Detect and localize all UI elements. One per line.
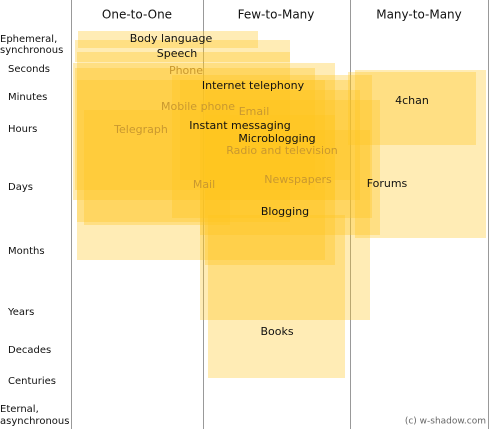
item-label: Phone xyxy=(169,64,203,77)
item-area xyxy=(200,100,380,235)
credit: (c) w-shadow.com xyxy=(405,417,486,427)
item-label: Microblogging xyxy=(238,132,315,145)
item-label: Instant messaging xyxy=(189,119,290,132)
row-label: synchronous xyxy=(0,45,63,56)
column-header: Few-to-Many xyxy=(238,8,315,22)
row-label: Hours xyxy=(8,124,37,135)
item-area xyxy=(172,75,372,218)
items xyxy=(73,31,486,378)
item-label: Internet telephony xyxy=(202,79,305,92)
item-area xyxy=(77,52,290,222)
item-area xyxy=(355,70,486,238)
item-area xyxy=(77,80,325,260)
labels: Body language Speech Phone Internet telepho… xyxy=(113,32,429,338)
item-area xyxy=(84,110,230,225)
row-label: Ephemeral, xyxy=(0,34,57,45)
item-area xyxy=(78,31,258,48)
item-area xyxy=(180,80,350,180)
row-label: Years xyxy=(7,307,34,318)
row-label: Eternal, xyxy=(0,404,39,415)
item-label: Mail xyxy=(193,178,215,191)
item-area xyxy=(205,115,335,265)
row-label: Centuries xyxy=(8,376,56,387)
item-label: Telegraph xyxy=(113,123,168,136)
row-label: Seconds xyxy=(8,64,50,75)
item-label: Books xyxy=(260,325,293,338)
item-area xyxy=(73,63,335,200)
item-label: Radio and television xyxy=(226,144,338,157)
item-area xyxy=(205,90,360,200)
row-label: asynchronous xyxy=(0,416,69,427)
item-label: Forums xyxy=(367,177,408,190)
row-label: Minutes xyxy=(8,92,47,103)
row-label: Months xyxy=(8,246,45,257)
item-area xyxy=(75,68,315,190)
grid xyxy=(71,0,489,429)
row-label: Decades xyxy=(8,345,51,356)
item-area xyxy=(75,40,290,62)
item-label: Mobile phone xyxy=(161,100,235,113)
item-label: 4chan xyxy=(395,94,429,107)
item-area xyxy=(348,72,476,145)
item-label: Body language xyxy=(130,32,213,45)
item-label: Blogging xyxy=(261,205,309,218)
item-area xyxy=(208,215,345,378)
column-header: Many-to-Many xyxy=(376,8,462,22)
item-label: Newspapers xyxy=(264,173,332,186)
column-header: One-to-One xyxy=(102,8,172,22)
item-label: Speech xyxy=(157,47,198,60)
row-label: Days xyxy=(8,182,33,193)
item-area xyxy=(200,130,370,320)
item-label: Email xyxy=(239,105,270,118)
